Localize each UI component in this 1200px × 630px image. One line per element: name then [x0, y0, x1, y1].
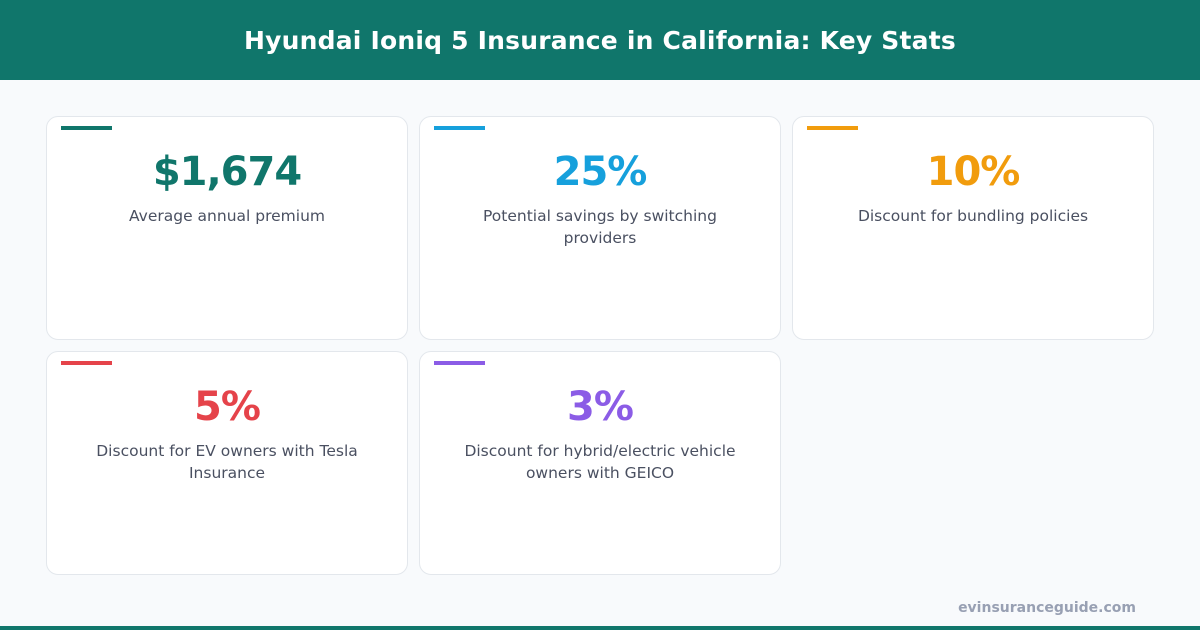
- stat-card-average-premium: $1,674 Average annual premium: [46, 116, 408, 340]
- stat-label: Discount for bundling policies: [857, 207, 1089, 225]
- stat-card-geico-discount: 3% Discount for hybrid/electric vehicle …: [419, 351, 781, 575]
- header-banner: Hyundai Ioniq 5 Insurance in California:…: [0, 0, 1200, 80]
- stat-label: Potential savings by switching providers: [483, 207, 717, 247]
- stat-card-bundling: 10% Discount for bundling policies: [792, 116, 1154, 340]
- stat-label: Discount for hybrid/electric vehicle own…: [464, 442, 736, 482]
- site-attribution: evinsuranceguide.com: [958, 600, 1136, 616]
- card-accent-bar: [61, 126, 112, 130]
- stat-value: 10%: [926, 149, 1021, 195]
- stat-card-tesla-discount: 5% Discount for EV owners with Tesla Ins…: [46, 351, 408, 575]
- stat-card-savings: 25% Potential savings by switching provi…: [419, 116, 781, 340]
- footer-bar: [0, 626, 1200, 630]
- stat-value: 25%: [553, 149, 648, 195]
- stat-value: 5%: [194, 384, 261, 430]
- stat-value: 3%: [567, 384, 634, 430]
- card-accent-bar: [807, 126, 858, 130]
- page-title: Hyundai Ioniq 5 Insurance in California:…: [244, 25, 956, 55]
- stat-value: $1,674: [152, 149, 302, 195]
- stat-label: Discount for EV owners with Tesla Insura…: [96, 442, 358, 482]
- card-accent-bar: [61, 361, 112, 365]
- card-accent-bar: [434, 361, 485, 365]
- card-accent-bar: [434, 126, 485, 130]
- stat-label: Average annual premium: [128, 207, 325, 225]
